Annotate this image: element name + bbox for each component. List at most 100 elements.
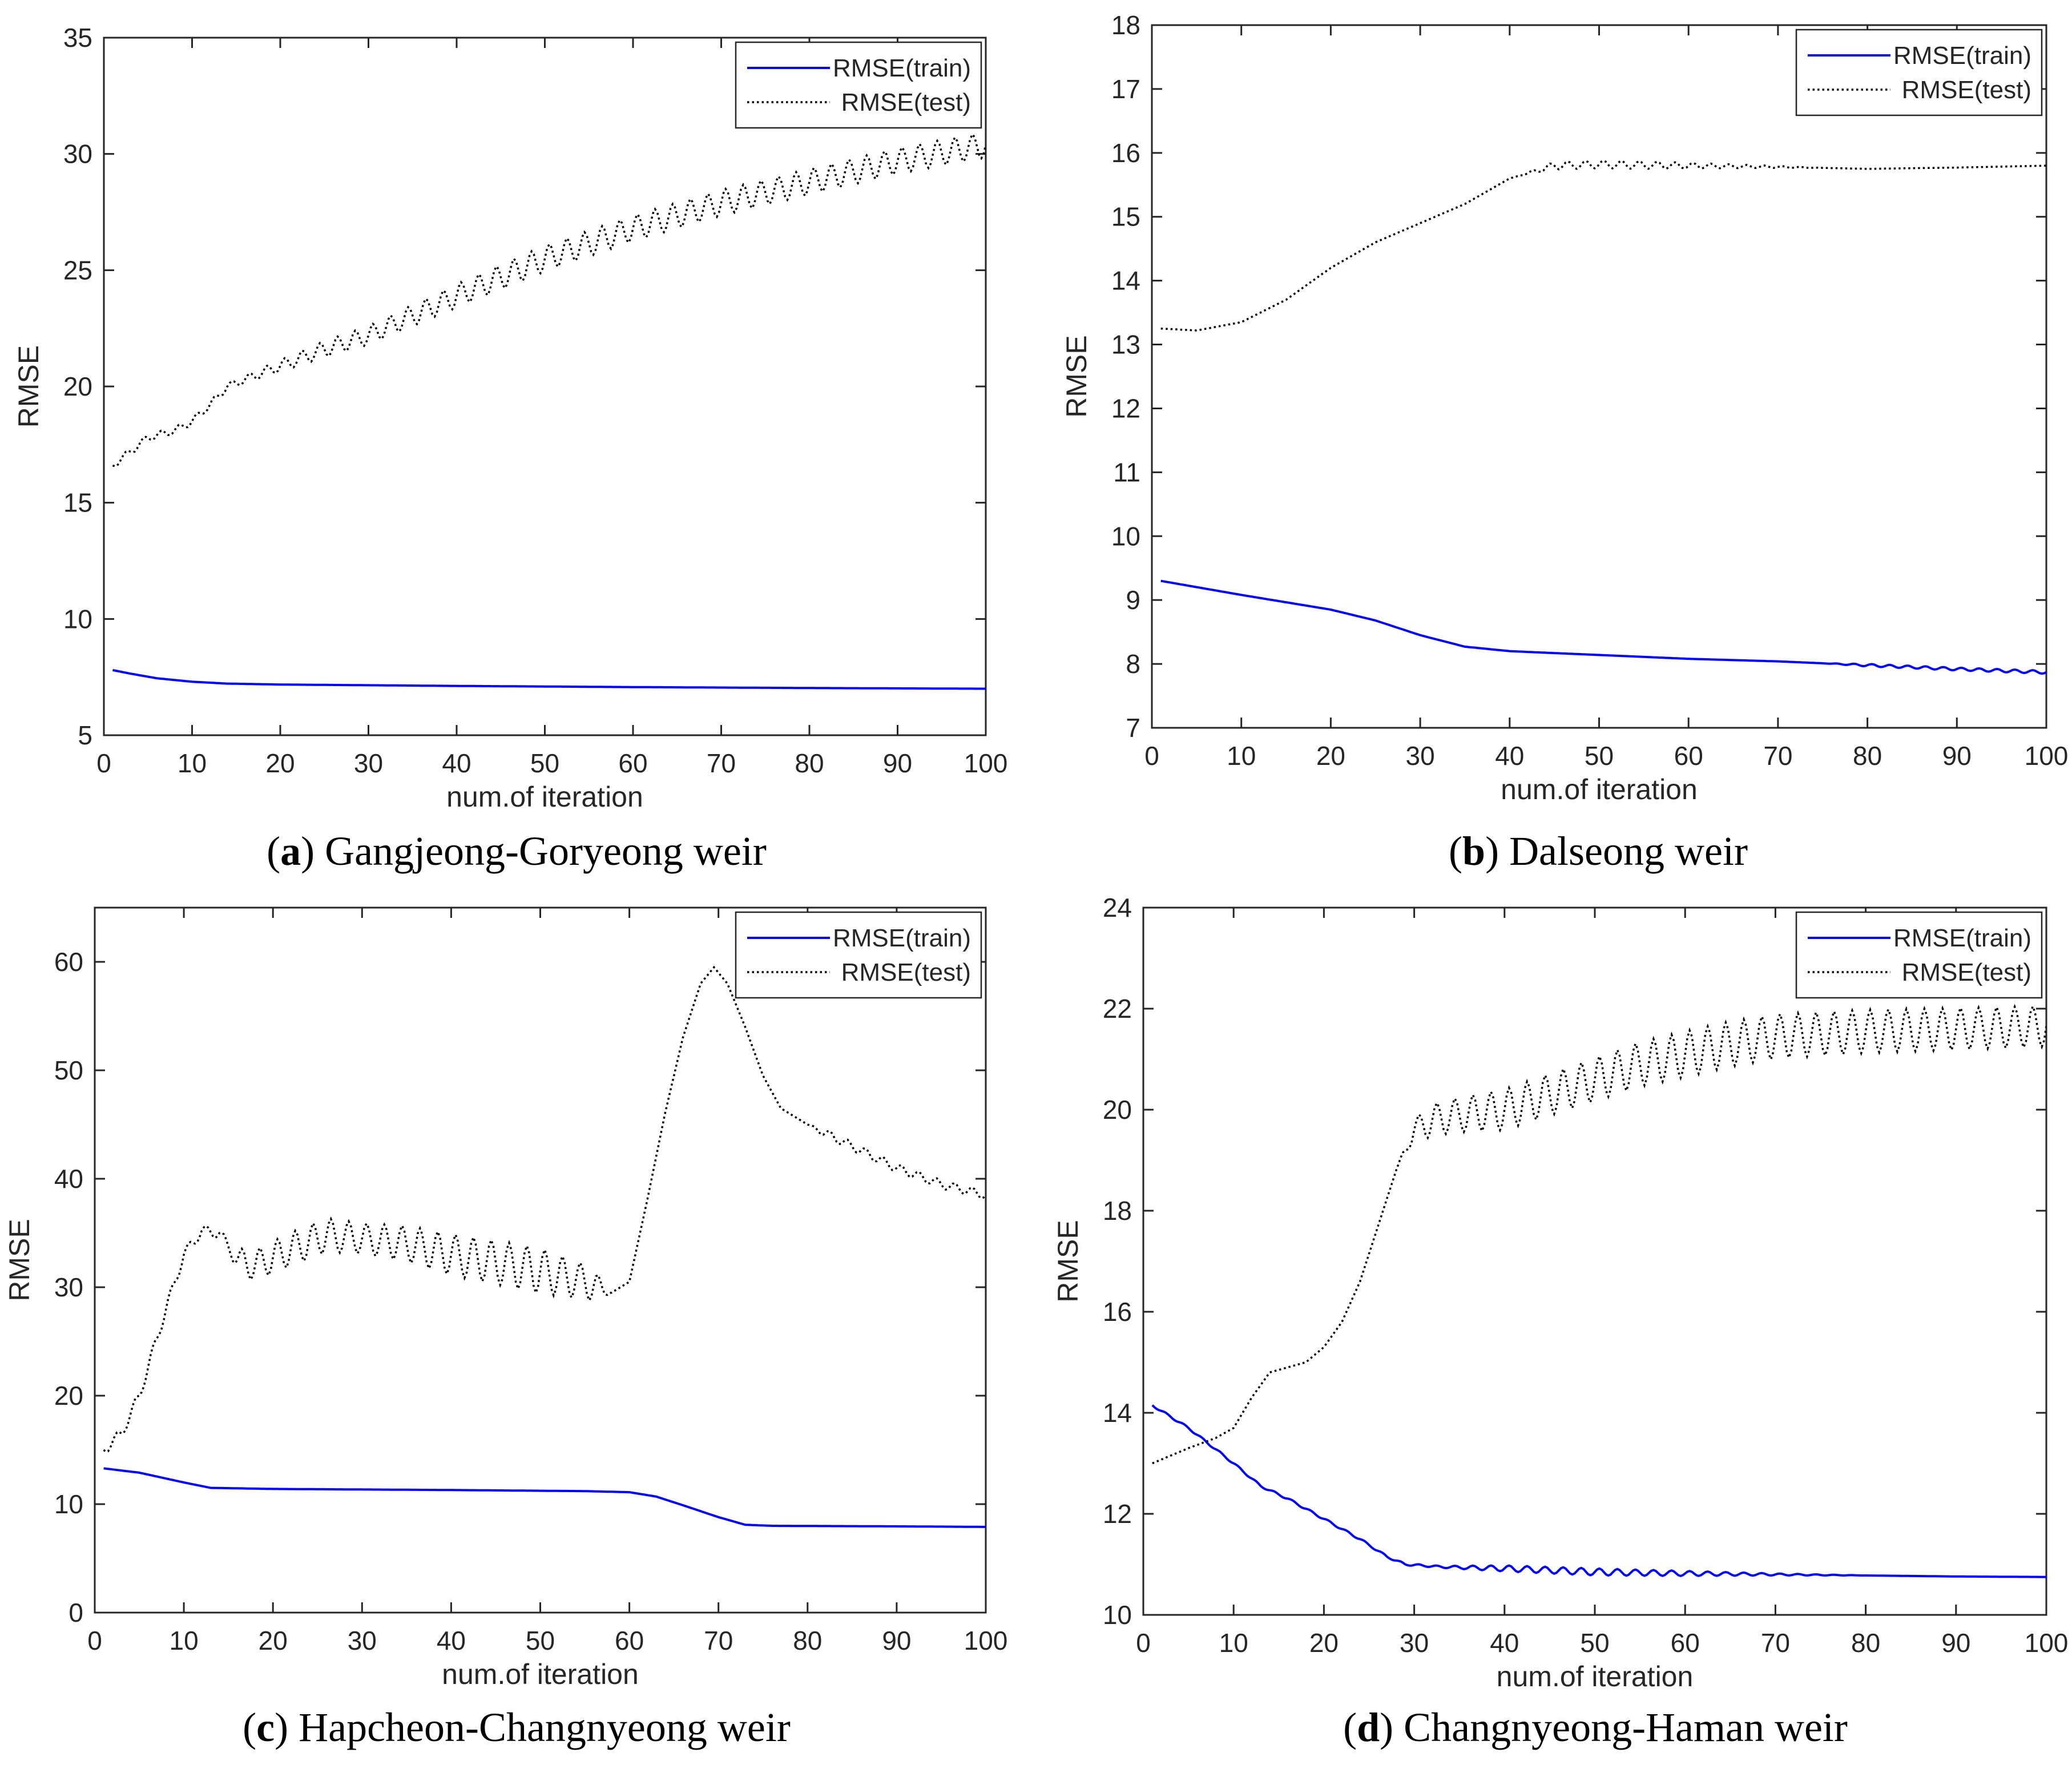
y-tick-label: 9 [1126,585,1140,615]
x-tick-label: 40 [1490,1628,1519,1658]
y-tick-label: 0 [68,1598,83,1627]
y-tick-label: 22 [1103,994,1132,1023]
series-line-test [1160,159,2046,332]
y-tick-label: 18 [1111,10,1140,40]
y-tick-label: 10 [63,604,92,634]
x-tick-label: 90 [1941,1628,1970,1658]
x-tick-label: 90 [883,748,912,778]
x-tick-label: 20 [1309,1628,1339,1658]
legend-label: RMSE(train) [833,54,971,82]
y-tick-label: 16 [1103,1297,1132,1327]
caption-paren-open: ( [1343,1704,1357,1750]
legend-box [735,911,982,999]
x-tick-label: 60 [1671,1628,1700,1658]
caption-paren-close: ) [1485,828,1509,874]
x-tick-label: 60 [1674,741,1703,771]
x-tick-label: 80 [795,748,824,778]
x-tick-label: 0 [87,1626,102,1655]
x-tick-label: 30 [1400,1628,1429,1658]
y-tick-label: 12 [1103,1499,1132,1529]
y-tick-label: 10 [1103,1600,1132,1630]
y-tick-label: 14 [1111,266,1140,296]
y-tick-label: 30 [63,139,92,169]
y-axis-label: RMSE [1052,1220,1084,1302]
y-tick-label: 18 [1103,1196,1132,1226]
y-tick-label: 8 [1126,649,1140,679]
x-tick-label: 90 [1942,741,1972,771]
caption-paren-open: ( [1449,828,1462,874]
y-tick-label: 14 [1103,1398,1132,1428]
y-tick-label: 16 [1111,138,1140,168]
x-tick-label: 40 [442,748,471,778]
y-tick-label: 15 [1111,202,1140,232]
y-tick-label: 10 [1111,521,1140,551]
subplot-caption: (a) Gangjeong-Goryeong weir [267,828,767,874]
caption-letter: a [280,828,301,874]
series-line-train [103,1467,986,1528]
x-tick-label: 10 [1219,1628,1248,1658]
x-axis-label: num.of iteration [446,781,643,813]
legend-label: RMSE(train) [833,924,971,952]
plot-area [1142,906,2047,1616]
x-tick-label: 100 [2025,741,2069,771]
x-tick-label: 100 [964,1626,1008,1655]
series-line-train [112,668,986,690]
x-tick-label: 50 [1580,1628,1609,1658]
subplot-b: 0 10 20 30 40 50 60 70 80 90 100 7 8 9 10 11 12 13 14 15 16 1… [1061,10,2068,874]
y-tick-label: 25 [63,255,92,285]
x-tick-label: 0 [96,748,111,778]
plot-area [1151,24,2047,729]
x-tick-label: 50 [1585,741,1614,771]
x-tick-label: 10 [178,748,207,778]
caption-paren-open: ( [243,1704,256,1750]
y-axis-label: RMSE [13,345,45,428]
y-tick-label: 5 [78,720,92,750]
x-tick-label: 30 [348,1626,377,1655]
legend-box [1795,29,2043,116]
x-tick-label: 80 [1851,1628,1880,1658]
x-tick-label: 30 [354,748,383,778]
caption-letter: b [1462,828,1485,874]
caption-paren-close: ) [275,1704,299,1750]
x-tick-label: 70 [1761,1628,1790,1658]
y-tick-label: 60 [54,947,83,977]
y-tick-label: 12 [1111,393,1140,423]
legend-label: RMSE(test) [841,88,971,116]
legend-label: RMSE(train) [1893,42,2031,70]
caption-text: Gangjeong-Goryeong weir [325,828,767,874]
y-tick-label: 30 [54,1272,83,1302]
x-tick-label: 50 [530,748,559,778]
y-tick-label: 17 [1111,74,1140,104]
y-axis-label: RMSE [1061,335,1093,417]
plot-area [103,37,987,736]
subplot-a: 0 10 20 30 40 50 60 70 80 90 100 5 10 15 20 25 30 35 num.o… [13,23,1007,874]
legend-label: RMSE(train) [1893,924,2031,952]
x-tick-label: 70 [707,748,736,778]
caption-text: Dalseong weir [1509,828,1748,874]
x-tick-label: 60 [615,1626,644,1655]
caption-text: Hapcheon-Changnyeong weir [299,1704,791,1750]
y-tick-label: 20 [63,372,92,401]
legend-label: RMSE(test) [1902,958,2031,986]
y-tick-label: 10 [54,1489,83,1519]
x-tick-label: 10 [170,1626,199,1655]
caption-paren-close: ) [301,828,325,874]
subplot-c: 0 10 20 30 40 50 60 70 80 90 100 0 10 20 30 40 50 60 num.o… [3,906,1008,1750]
x-axis-label: num.of iteration [442,1658,639,1690]
y-tick-label: 40 [54,1164,83,1194]
series-line-train [1151,1404,2046,1578]
caption-paren-open: ( [267,828,280,874]
legend-box [735,41,982,129]
x-tick-label: 80 [793,1626,822,1655]
x-tick-label: 40 [1495,741,1524,771]
series-line-test [1152,1004,2046,1465]
y-tick-label: 7 [1126,713,1140,743]
y-tick-label: 20 [54,1381,83,1411]
x-tick-label: 20 [265,748,295,778]
subplot-caption: (b) Dalseong weir [1449,828,1748,874]
subplot-caption: (c) Hapcheon-Changnyeong weir [243,1704,791,1750]
y-tick-label: 35 [63,23,92,53]
y-tick-label: 15 [63,488,92,518]
y-tick-label: 13 [1111,330,1140,360]
